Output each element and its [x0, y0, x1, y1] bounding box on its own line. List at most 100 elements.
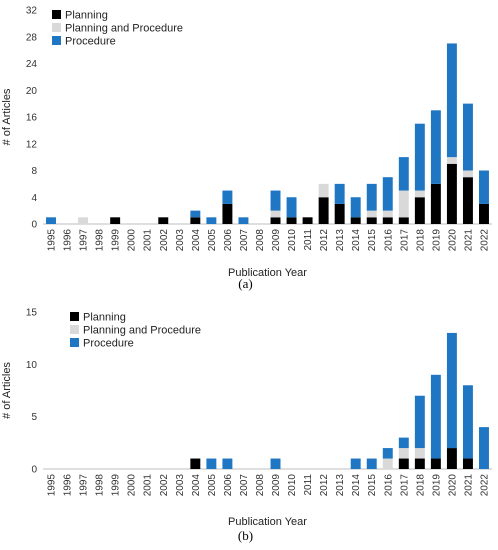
- x-tick-label: 2015: [367, 474, 378, 497]
- chart-panel-b: 0 5 10 15 1995 1996 1997 1998 1999 2000 2001 2002 20…: [1, 308, 492, 543]
- x-tick-label: 2010: [287, 474, 298, 497]
- bar-procedure-2006: [222, 458, 233, 469]
- y-tick-label: 8: [31, 166, 37, 177]
- legend-swatch-planning-and-procedure: [52, 23, 61, 32]
- legend-label: Procedure: [83, 338, 134, 350]
- x-tick-label: 2005: [207, 229, 218, 252]
- x-tick-label: 2019: [431, 474, 442, 497]
- bar-planning-2002: [158, 217, 169, 224]
- bar-procedure-1995: [46, 217, 56, 224]
- bar-planning-2017: [398, 458, 409, 469]
- bar-procedure-2014: [350, 458, 361, 469]
- bar-planning-and-procedure-2017: [398, 448, 409, 459]
- y-tick-label: 4: [31, 193, 37, 204]
- x-tick-label: 2000: [127, 229, 138, 252]
- bar-planning-2020: [446, 448, 457, 469]
- bar-planning-2004: [190, 217, 201, 224]
- bar-planning-2021: [462, 177, 473, 224]
- panel-label: (a): [238, 276, 252, 291]
- x-tick-label: 2019: [431, 229, 442, 252]
- x-tick-label: 2006: [223, 229, 234, 252]
- bar-planning-2010: [286, 217, 297, 224]
- y-tick-label: 28: [26, 32, 38, 43]
- bar-planning-2016: [382, 217, 393, 224]
- x-tick-label: 1997: [79, 474, 90, 497]
- bar-procedure-2006: [222, 190, 233, 204]
- y-tick-label: 0: [31, 465, 37, 476]
- y-tick-label: 5: [31, 412, 37, 423]
- bar-planning-2020: [446, 163, 457, 224]
- bar-planning-2019: [430, 183, 441, 224]
- x-tick-label: 2015: [367, 229, 378, 252]
- x-tick-label: 2014: [351, 474, 362, 497]
- bar-planning-and-procedure-2012: [318, 183, 329, 198]
- bar-procedure-2005: [206, 458, 217, 469]
- legend-swatch-procedure: [70, 338, 79, 347]
- x-tick-label: 2001: [143, 229, 154, 252]
- bar-procedure-2015: [366, 183, 377, 211]
- x-tick-label: 1998: [95, 474, 106, 497]
- x-tick-label: 2014: [351, 229, 362, 252]
- x-tick-label: 2017: [399, 474, 410, 497]
- x-tick-label: 2016: [383, 229, 394, 252]
- x-tick-label: 2012: [319, 474, 330, 497]
- bar-procedure-2009: [270, 458, 281, 469]
- x-tick-label: 2009: [271, 474, 282, 497]
- bar-procedure-2020: [446, 332, 457, 449]
- bar-planning-and-procedure-2018: [414, 190, 425, 198]
- bar-procedure-2020: [446, 43, 457, 158]
- bar-planning-and-procedure-2016: [382, 210, 393, 218]
- x-tick-label: 2002: [159, 229, 170, 252]
- x-tick-label: 1999: [111, 229, 122, 252]
- bar-planning-2014: [350, 217, 361, 224]
- bar-procedure-2005: [206, 217, 217, 224]
- x-tick-label: 2003: [175, 229, 186, 252]
- bar-procedure-2004: [190, 210, 201, 218]
- x-tick-label: 2007: [239, 229, 250, 252]
- bar-procedure-2019: [430, 374, 441, 459]
- bar-planning-2017: [398, 217, 409, 224]
- y-tick-label: 15: [26, 308, 38, 319]
- legend-swatch-planning-and-procedure: [70, 325, 79, 334]
- legend-label: Planning and Procedure: [83, 325, 201, 337]
- x-tick-label: 2004: [191, 474, 202, 497]
- x-tick-label: 2006: [223, 474, 234, 497]
- bar-planning-2018: [414, 197, 425, 224]
- x-tick-label: 2013: [335, 229, 346, 252]
- bar-planning-2018: [414, 458, 425, 469]
- x-tick-label: 2020: [447, 474, 458, 497]
- bar-planning-2022: [479, 203, 489, 224]
- y-tick-label: 16: [26, 113, 38, 124]
- y-tick-label: 24: [26, 59, 38, 70]
- bar-planning-2015: [366, 217, 377, 224]
- x-tick-label: 2003: [175, 474, 186, 497]
- bar-planning-and-procedure-2021: [462, 170, 473, 178]
- x-tick-label: 2001: [143, 474, 154, 497]
- bar-planning-and-procedure-1997: [78, 217, 89, 224]
- legend-label: Planning: [83, 312, 126, 324]
- x-axis-title: Publication Year: [228, 516, 307, 528]
- bar-procedure-2013: [334, 183, 345, 204]
- x-tick-label: 2022: [479, 474, 490, 497]
- x-tick-label: 2020: [447, 229, 458, 252]
- y-tick-label: 12: [26, 139, 38, 150]
- bar-procedure-2010: [286, 197, 297, 218]
- bar-planning-2019: [430, 458, 441, 469]
- bar-planning-and-procedure-2017: [398, 190, 409, 218]
- x-tick-label: 2008: [255, 229, 266, 252]
- legend-label: Planning: [65, 10, 108, 22]
- x-tick-label: 2018: [415, 229, 426, 252]
- y-axis-title: # of Articles: [1, 362, 13, 419]
- legend-label: Planning and Procedure: [65, 23, 183, 35]
- x-tick-label: 2005: [207, 474, 218, 497]
- bar-procedure-2022: [479, 170, 489, 204]
- bar-procedure-2016: [382, 177, 393, 211]
- x-tick-label: 2016: [383, 474, 394, 497]
- x-tick-label: 2011: [303, 229, 314, 251]
- y-tick-label: 20: [26, 86, 38, 97]
- bar-planning-and-procedure-2018: [414, 448, 425, 459]
- bar-planning-and-procedure-2015: [366, 210, 377, 218]
- x-tick-label: 2011: [303, 474, 314, 496]
- x-tick-label: 2007: [239, 474, 250, 497]
- bar-procedure-2017: [398, 437, 409, 449]
